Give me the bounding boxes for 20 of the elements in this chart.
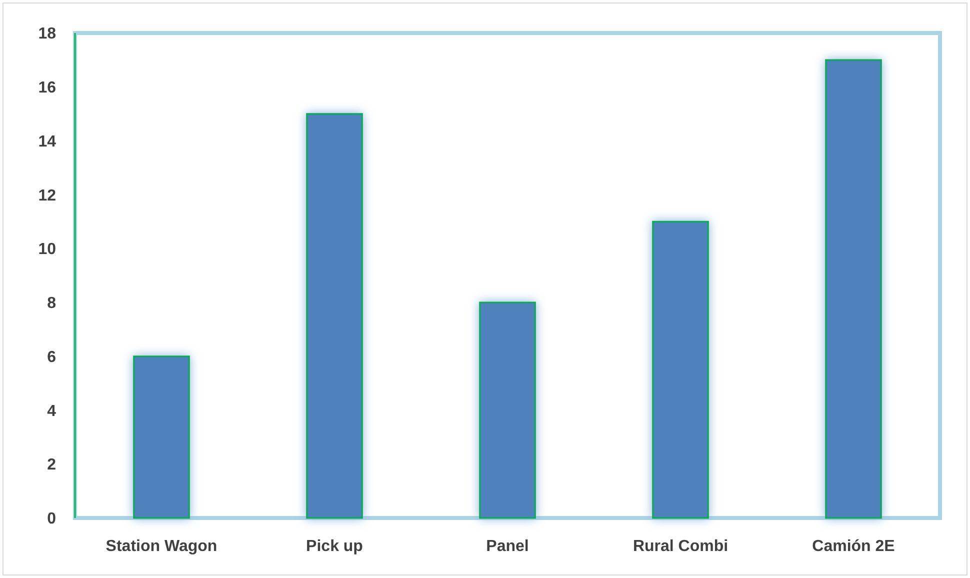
- y-tick-label: 18: [38, 26, 56, 43]
- bar: [479, 302, 536, 519]
- x-tick-label: Panel: [486, 538, 529, 555]
- bar: [825, 59, 882, 519]
- y-tick-label: 2: [47, 456, 56, 474]
- bar: [306, 113, 363, 519]
- y-tick-label: 14: [38, 133, 56, 150]
- x-tick-label: Pick up: [306, 538, 364, 555]
- y-tick-label: 12: [38, 187, 56, 204]
- x-tick-label: Station Wagon: [106, 538, 218, 555]
- bar: [133, 356, 190, 519]
- bar: [652, 220, 709, 519]
- y-tick-label: 4: [47, 402, 56, 420]
- y-tick-label: 10: [38, 241, 56, 258]
- x-tick-label: Rural Combi: [632, 538, 728, 555]
- y-tick-label: 16: [38, 79, 56, 96]
- y-tick-label: 8: [47, 295, 56, 312]
- x-tick-label: Camión 2E: [812, 538, 896, 555]
- y-tick-label: 0: [47, 510, 56, 528]
- y-tick-label: 6: [47, 348, 56, 366]
